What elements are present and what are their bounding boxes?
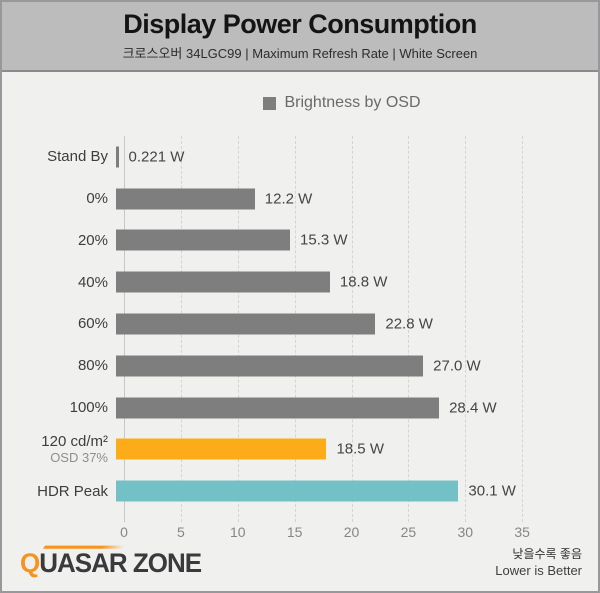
- value-label: 12.2 W: [264, 190, 313, 208]
- x-axis-tick-label: 0: [120, 524, 128, 540]
- bar: [116, 438, 327, 460]
- value-label: 18.8 W: [339, 273, 388, 291]
- category-label: 20%: [10, 232, 116, 249]
- bar: [116, 188, 255, 210]
- category-label: 0%: [10, 190, 116, 207]
- bar: [116, 397, 440, 419]
- value-label: 15.3 W: [300, 231, 348, 249]
- logo-text-q: Q: [20, 547, 40, 579]
- gridline: [408, 136, 410, 522]
- value-label: 0.221 W: [128, 148, 185, 166]
- x-axis-tick-label: 20: [343, 524, 360, 540]
- category-label-main: 60%: [77, 315, 108, 333]
- category-label-main: 0%: [86, 190, 108, 208]
- category-label: 80%: [10, 357, 116, 374]
- bar-track: 18.5 W: [116, 429, 554, 471]
- category-label-main: 120 cd/m²: [41, 432, 108, 450]
- category-label-main: 40%: [77, 273, 108, 291]
- x-axis-tick-label: 25: [400, 524, 417, 540]
- bar: [116, 480, 459, 502]
- category-label-main: 80%: [77, 357, 108, 375]
- bar-track: 28.4 W: [116, 387, 554, 429]
- note-korean: 낮을수록 좋음: [512, 547, 582, 562]
- chart-rows: Stand By 0.221 W 0% 12.2 W 20% 15.3 W 40% 18.8 …: [10, 136, 562, 512]
- gridline: [522, 136, 524, 522]
- legend: Brightness by OSD: [122, 94, 562, 112]
- bar: [116, 146, 119, 168]
- chart-row: 40% 18.8 W: [10, 261, 562, 303]
- category-label-main: HDR Peak: [37, 482, 108, 500]
- value-label: 30.1 W: [468, 482, 516, 500]
- chart-row: 20% 15.3 W: [10, 220, 562, 262]
- chart-subtitle: 크로스오버 34LGC99 | Maximum Refresh Rate | W…: [122, 46, 478, 61]
- bar: [116, 229, 291, 251]
- category-label: 100%: [10, 399, 116, 416]
- legend-label: Brightness by OSD: [284, 94, 421, 111]
- value-label: 18.5 W: [336, 440, 384, 458]
- category-label-main: 100%: [69, 399, 108, 417]
- chart-row: HDR Peak 30.1 W: [10, 470, 562, 512]
- bar: [116, 271, 330, 293]
- logo-swoosh-icon: [42, 545, 126, 549]
- value-label: 22.8 W: [385, 315, 433, 333]
- bar-track: 15.3 W: [116, 220, 554, 262]
- chart-footer: QUASAR ZONE 낮을수록 좋음 Lower is Better: [2, 536, 598, 591]
- chart-row: 0% 12.2 W: [10, 178, 562, 220]
- legend-marker-icon: [263, 96, 277, 110]
- bar-track: 22.8 W: [116, 303, 554, 345]
- chart-row: 60% 22.8 W: [10, 303, 562, 345]
- gridline: [465, 136, 467, 522]
- logo-text-rest: UASAR ZONE: [39, 547, 202, 579]
- bar-track: 18.8 W: [116, 261, 554, 303]
- chart-row: 120 cd/m² OSD 37% 18.5 W: [10, 429, 562, 471]
- value-label: 27.0 W: [433, 357, 481, 375]
- bar-track: 0.221 W: [116, 136, 554, 178]
- category-label: 40%: [10, 274, 116, 291]
- bar: [116, 313, 376, 335]
- lower-is-better-note: 낮을수록 좋음 Lower is Better: [495, 547, 582, 579]
- bar-track: 27.0 W: [116, 345, 554, 387]
- bar-track: 12.2 W: [116, 178, 554, 220]
- category-label: HDR Peak: [10, 483, 116, 500]
- x-axis-tick-label: 35: [514, 524, 530, 540]
- note-english: Lower is Better: [495, 562, 582, 578]
- chart-row: 80% 27.0 W: [10, 345, 562, 387]
- chart-row: 100% 28.4 W: [10, 387, 562, 429]
- category-label-sub: OSD 37%: [50, 450, 108, 466]
- category-label: Stand By: [10, 148, 116, 165]
- category-label-main: 20%: [77, 231, 108, 249]
- bar: [116, 355, 424, 377]
- chart-row: Stand By 0.221 W: [10, 136, 562, 178]
- category-label: 60%: [10, 315, 116, 332]
- category-label-main: Stand By: [47, 148, 108, 166]
- chart-title: Display Power Consumption: [123, 9, 477, 39]
- quasarzone-logo: QUASAR ZONE: [20, 545, 202, 580]
- bar-track: 30.1 W: [116, 470, 554, 512]
- chart-body: Brightness by OSD Stand By 0.221 W 0% 12.2 …: [2, 72, 598, 540]
- chart-header: Display Power Consumption 크로스오버 34LGC99 …: [2, 2, 598, 72]
- x-axis-tick-label: 30: [457, 524, 474, 540]
- value-label: 28.4 W: [449, 399, 497, 417]
- x-axis-tick-label: 5: [176, 524, 185, 540]
- x-axis: 0 5 10 15 20 25 30 35: [120, 524, 562, 544]
- x-axis-tick-label: 15: [286, 524, 303, 540]
- x-axis-tick-label: 10: [229, 524, 246, 540]
- category-label: 120 cd/m² OSD 37%: [10, 433, 116, 466]
